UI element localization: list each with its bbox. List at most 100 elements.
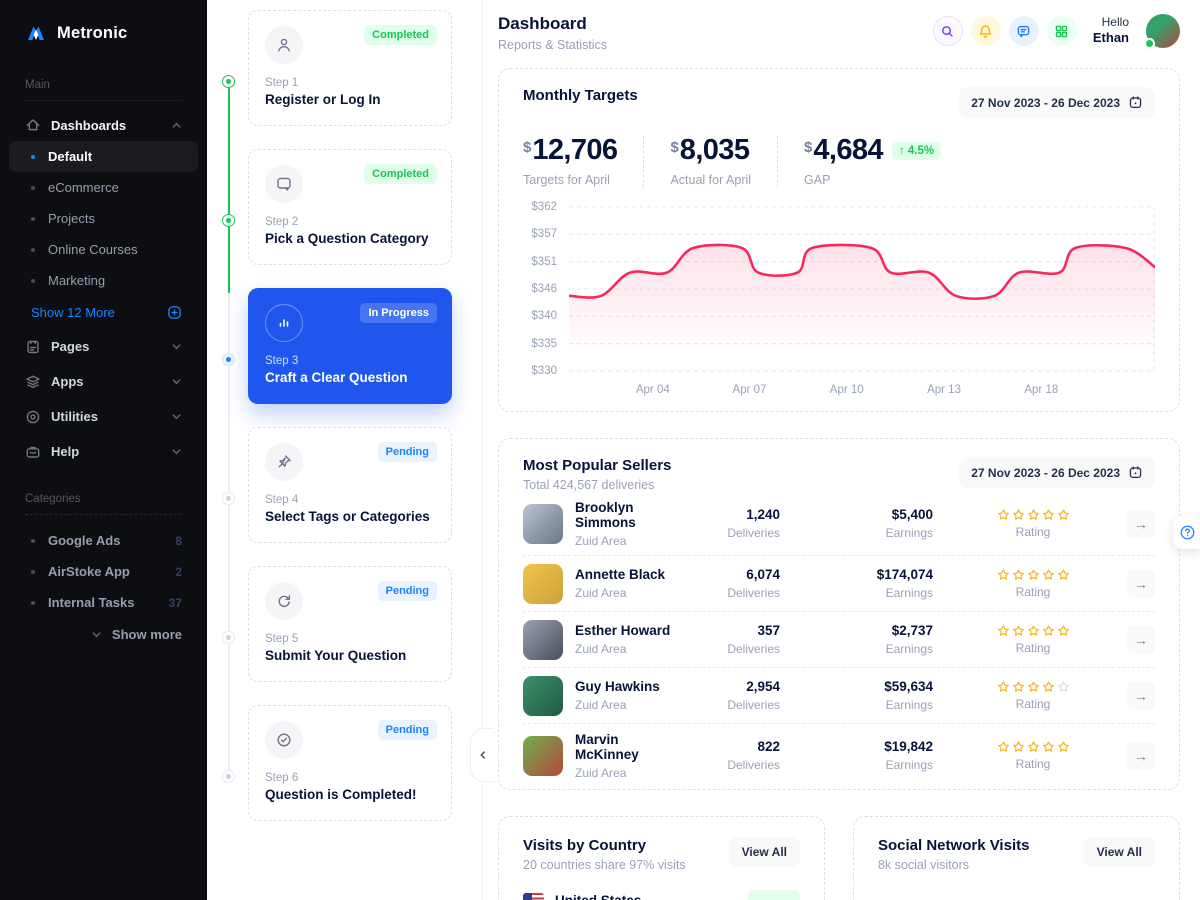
sidebar: Metronic Main Dashboards Default eCommer… <box>0 0 207 900</box>
check-circle-icon <box>265 721 303 759</box>
step-card-register[interactable]: Completed Step 1 Register or Log In <box>248 10 452 126</box>
seller-name[interactable]: Marvin McKinney <box>575 731 639 762</box>
sidebar-item-label: Marketing <box>48 273 106 288</box>
sidebar-item-projects[interactable]: Projects <box>0 203 207 234</box>
view-all-button[interactable]: View All <box>728 837 800 867</box>
show-12-more-link[interactable]: Show 12 More <box>0 296 207 329</box>
step-label: Step 5 <box>265 633 299 645</box>
notifications-button[interactable] <box>970 16 1001 46</box>
star-icon <box>1042 740 1055 753</box>
star-icon <box>1012 740 1025 753</box>
sidebar-item-ecommerce[interactable]: eCommerce <box>0 172 207 203</box>
sidebar-item-utilities[interactable]: Utilities <box>0 399 207 434</box>
seller-detail-button[interactable]: → <box>1127 681 1155 710</box>
apps-grid-button[interactable] <box>1046 16 1077 46</box>
sidebar-item-help[interactable]: Help <box>0 434 207 469</box>
seller-area: Zuid Area <box>575 765 627 780</box>
bullet-icon <box>31 278 35 283</box>
sidebar-item-pages[interactable]: Pages <box>0 329 207 364</box>
date-range-button[interactable]: 27 Nov 2023 - 26 Dec 2023 <box>959 457 1155 488</box>
card-title: Visits by Country <box>523 837 647 854</box>
sidebar-item-google-ads[interactable]: Google Ads 8 <box>0 525 207 556</box>
user-avatar[interactable] <box>1144 14 1180 49</box>
step-title: Pick a Question Category <box>265 231 429 246</box>
star-rating <box>973 680 1093 693</box>
step-card-completed[interactable]: Pending Step 6 Question is Completed! <box>248 705 452 821</box>
earnings-label: Earnings <box>885 642 933 656</box>
star-rating <box>973 508 1093 521</box>
step-card-category[interactable]: Completed Step 2 Pick a Question Categor… <box>248 149 452 265</box>
star-icon <box>1057 680 1070 693</box>
sidebar-item-airstoke-app[interactable]: AirStoke App 2 <box>0 556 207 587</box>
step-title: Question is Completed! <box>265 787 417 802</box>
chevron-down-icon <box>171 376 182 387</box>
seller-name[interactable]: Annette Black <box>575 567 666 582</box>
step-title: Select Tags or Categories <box>265 509 430 524</box>
chart-plot-area <box>569 201 1155 377</box>
sidebar-item-label: Projects <box>48 211 95 226</box>
status-badge: Pending <box>377 720 437 740</box>
sidebar-item-online-courses[interactable]: Online Courses <box>0 234 207 265</box>
messages-button[interactable] <box>1008 16 1039 46</box>
chart-y-axis: $362 $357 $351 $346 $340 $335 $330 <box>523 201 569 377</box>
search-button[interactable] <box>932 16 963 46</box>
bullet-icon <box>31 600 35 605</box>
page-title: Dashboard <box>498 14 587 33</box>
popular-sellers-card: Most Popular Sellers Total 424,567 deliv… <box>498 438 1180 790</box>
sidebar-item-marketing[interactable]: Marketing <box>0 265 207 296</box>
timeline-dot-step-3 <box>222 353 235 366</box>
seller-avatar <box>523 503 563 544</box>
date-range-button[interactable]: 27 Nov 2023 - 26 Dec 2023 <box>959 87 1155 118</box>
sidebar-item-internal-tasks[interactable]: Internal Tasks 37 <box>0 587 207 618</box>
section-label-main: Main <box>25 79 50 91</box>
seller-name[interactable]: Brooklyn Simmons <box>575 499 636 530</box>
seller-name[interactable]: Guy Hawkins <box>575 679 660 694</box>
star-icon <box>997 680 1010 693</box>
step-title: Craft a Clear Question <box>265 370 408 385</box>
seller-name[interactable]: Esther Howard <box>575 623 671 638</box>
search-icon <box>942 25 954 37</box>
targets-chart: $362 $357 $351 $346 $340 $335 $330 <box>523 201 1155 377</box>
chat-icon <box>1018 25 1030 37</box>
seller-detail-button[interactable]: → <box>1127 509 1155 538</box>
seller-row: Esther Howard Zuid Area 357 Deliveries $2… <box>523 612 1155 668</box>
stat-value: 12,706 <box>532 134 618 166</box>
show-more-link[interactable]: Show more <box>0 618 207 651</box>
step-card-craft-question[interactable]: In Progress Step 3 Craft a Clear Questio… <box>248 288 452 404</box>
y-axis-tick: $346 <box>531 283 557 295</box>
star-icon <box>1012 508 1025 521</box>
y-axis-tick: $335 <box>531 337 557 350</box>
targets-line-chart <box>569 206 1155 372</box>
sidebar-item-label: Online Courses <box>48 242 138 257</box>
deliveries-value: 2,954 <box>746 679 780 694</box>
seller-detail-button[interactable]: → <box>1127 625 1155 654</box>
sidebar-item-dashboards[interactable]: Dashboards <box>0 109 207 141</box>
stat-gap: $ 4,684 ↑ 4.5% GAP <box>804 136 967 187</box>
brand-logo[interactable]: Metronic <box>0 0 207 65</box>
status-badge: Pending <box>377 581 437 601</box>
page-subtitle: Reports & Statistics <box>498 38 608 52</box>
step-card-tags[interactable]: Pending Step 4 Select Tags or Categories <box>248 427 452 543</box>
help-floating-button[interactable] <box>1173 516 1200 549</box>
seller-detail-button[interactable]: → <box>1127 569 1155 598</box>
step-card-submit[interactable]: Pending Step 5 Submit Your Question <box>248 566 452 682</box>
sidebar-item-default[interactable]: Default <box>9 141 198 172</box>
calendar-icon <box>1129 96 1142 109</box>
count-badge: 2 <box>175 564 182 579</box>
bullet-icon <box>31 247 35 252</box>
stat-label: Actual for April <box>670 173 752 187</box>
bullet-icon <box>31 538 35 543</box>
arrow-right-icon: → <box>1134 515 1148 532</box>
chevron-down-icon <box>171 341 182 352</box>
seller-avatar <box>523 619 563 660</box>
plus-square-icon[interactable] <box>167 305 182 320</box>
view-all-button[interactable]: View All <box>1083 837 1155 867</box>
star-icon <box>1057 568 1070 581</box>
chart-x-axis: Apr 04 Apr 07 Apr 10 Apr 13 Apr 18 <box>569 377 1155 401</box>
card-subtitle: 8k social visitors <box>878 858 969 872</box>
disc-icon <box>25 409 41 425</box>
sidebar-item-apps[interactable]: Apps <box>0 364 207 399</box>
panel-collapse-handle[interactable] <box>470 728 494 782</box>
seller-detail-button[interactable]: → <box>1127 741 1155 770</box>
arrow-right-icon: → <box>1134 687 1148 704</box>
